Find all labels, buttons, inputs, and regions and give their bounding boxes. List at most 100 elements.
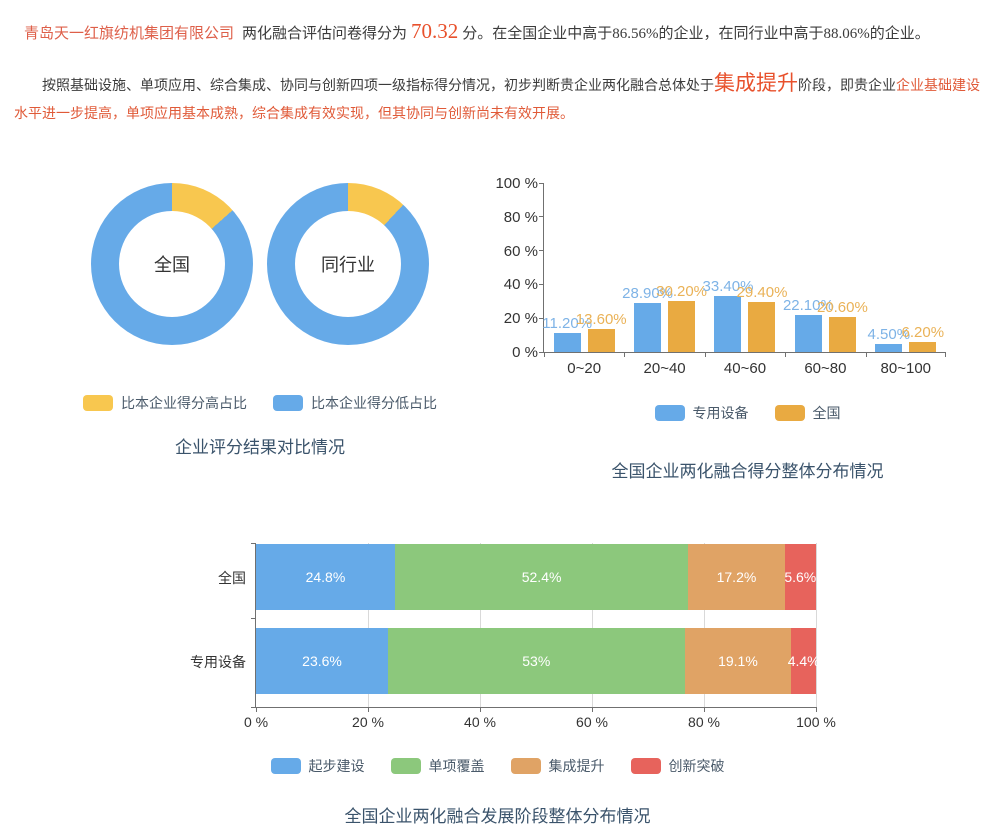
legend-item-special-equipment[interactable]: 专用设备	[654, 403, 749, 423]
legend-label: 比本企业得分高占比	[121, 395, 247, 411]
donut-chart-title: 企业评分结果对比情况	[175, 438, 345, 457]
segment-start-building[interactable]: 23.6%	[256, 628, 389, 694]
donut-center: 同行业	[295, 211, 401, 317]
x-axis-label: 80 %	[688, 714, 720, 730]
legend-label: 专用设备	[692, 405, 749, 421]
gridline	[816, 543, 817, 707]
legend-swatch	[774, 405, 805, 421]
x-axis-tick	[816, 707, 817, 712]
x-axis-label: 60 %	[576, 714, 608, 730]
segment-start-building[interactable]: 24.8%	[256, 544, 395, 610]
bar-legend: 专用设备 全国	[500, 403, 995, 423]
y-axis-tick	[539, 250, 544, 252]
bar-value-label: 28.90%	[622, 285, 674, 303]
legend-swatch	[654, 405, 685, 421]
segment-integration-upgrade[interactable]: 19.1%	[684, 628, 792, 694]
legend-item-start-building[interactable]: 起步建设	[270, 756, 365, 776]
x-category-label: 80~100	[880, 360, 932, 377]
category-axis-tick	[251, 543, 256, 544]
assessment-paragraph: 按照基础设施、单项应用、综合集成、协同与创新四项一级指标得分情况，初步判断贵企业…	[14, 69, 985, 129]
bar-special-equipment[interactable]: 28.90%	[622, 285, 673, 352]
bar-group-20-40: 28.90% 30.20% 20~40	[622, 183, 707, 377]
segment-single-coverage[interactable]: 53%	[388, 628, 685, 694]
score-bar-chart: 100 % 80 % 60 % 40 % 20 % 0 % 11.20% 13.60% 0~20…	[495, 175, 946, 377]
y-category-label: 专用设备	[190, 654, 246, 670]
segment-value-label: 19.1%	[718, 653, 758, 669]
bar-value-label: 29.40%	[736, 284, 788, 302]
legend-item-innovation-breakthrough[interactable]: 创新突破	[630, 756, 725, 776]
x-axis-tick	[785, 352, 787, 357]
legend-item-integration-upgrade[interactable]: 集成提升	[510, 756, 605, 776]
bar-national[interactable]: 20.60%	[817, 299, 868, 352]
x-axis-tick	[544, 352, 545, 357]
legend-label: 比本企业得分低占比	[311, 395, 437, 411]
score-tail: 分。在全国企业中高于86.56%的企业，在同行业中高于88.06%的企业。	[462, 26, 930, 42]
legend-swatch	[390, 758, 421, 774]
stage-tail: 企业基础建设水平进一步提高，单项应用基本成熟，综合集成有效实现，但其协同与创新尚…	[14, 79, 980, 122]
x-axis-label: 100 %	[796, 714, 836, 730]
score-value: 70.32	[411, 19, 459, 43]
x-axis-tick	[945, 352, 946, 357]
x-axis-tick	[624, 352, 626, 357]
gridline	[368, 543, 369, 707]
stack-chart-title: 全国企业两化融合发展阶段整体分布情况	[344, 807, 651, 826]
donut-center-label: 全国	[154, 255, 190, 275]
bar-national[interactable]: 13.60%	[576, 311, 627, 352]
segment-innovation-breakthrough[interactable]: 4.4%	[788, 628, 820, 694]
bar-special-equipment[interactable]: 11.20%	[542, 315, 592, 352]
intro-text-block: 青岛天一红旗纺机集团有限公司 两化融合评估问卷得分为 70.32 分。在全国企业中高于…	[0, 0, 995, 129]
bar-special-equipment[interactable]: 22.10%	[783, 297, 834, 352]
stage-mid: 阶段，即贵企业	[798, 79, 896, 94]
legend-label: 全国	[812, 405, 841, 421]
x-category-label: 0~20	[567, 360, 602, 377]
legend-swatch	[273, 395, 303, 411]
segment-innovation-breakthrough[interactable]: 5.6%	[784, 544, 816, 610]
legend-item-higher-share[interactable]: 比本企业得分高占比	[83, 393, 247, 413]
segment-value-label: 23.6%	[302, 653, 342, 669]
bar-value-label: 13.60%	[575, 311, 627, 329]
segment-single-coverage[interactable]: 52.4%	[394, 544, 689, 610]
donut-charts: 全国 同行业	[60, 183, 460, 345]
legend-label: 创新突破	[668, 758, 725, 774]
x-axis-label: 0 %	[243, 714, 269, 730]
category-axis-tick	[251, 618, 256, 619]
legend-item-single-coverage[interactable]: 单项覆盖	[390, 756, 485, 776]
bar-national[interactable]: 30.20%	[656, 283, 707, 352]
donut-legend: 比本企业得分高占比 比本企业得分低占比	[60, 393, 460, 413]
x-category-label: 40~60	[723, 360, 767, 377]
y-category-label: 全国	[218, 570, 246, 586]
segment-integration-upgrade[interactable]: 17.2%	[688, 544, 785, 610]
legend-swatch	[270, 758, 301, 774]
bar-value-label: 11.20%	[542, 315, 593, 333]
bar-special-equipment[interactable]: 33.40%	[703, 278, 753, 352]
y-axis-tick	[539, 216, 544, 218]
bar-value-label: 22.10%	[782, 296, 834, 314]
legend-swatch	[83, 395, 113, 411]
y-axis-label: 0 %	[512, 344, 538, 361]
bar-national[interactable]: 6.20%	[902, 324, 944, 352]
bar-special-equipment[interactable]: 4.50%	[868, 326, 910, 352]
y-axis-label: 20 %	[503, 310, 538, 328]
bar-value-label: 30.20%	[656, 282, 708, 300]
y-axis-tick	[539, 283, 544, 285]
segment-value-label: 53%	[522, 653, 551, 669]
legend-item-lower-share[interactable]: 比本企业得分低占比	[273, 393, 437, 413]
y-axis-label: 40 %	[503, 276, 538, 294]
gridline	[704, 543, 705, 707]
bar-group-40-60: 33.40% 29.40% 40~60	[703, 183, 788, 377]
donut-center: 全国	[119, 211, 225, 317]
legend-item-national[interactable]: 全国	[774, 403, 841, 423]
bar-national[interactable]: 29.40%	[737, 284, 787, 352]
legend-swatch	[630, 758, 661, 774]
segment-value-label: 52.4%	[521, 569, 562, 585]
stack-legend: 起步建设 单项覆盖 集成提升 创新突破	[0, 756, 995, 776]
segment-value-label: 24.8%	[305, 569, 346, 585]
x-axis-tick	[368, 707, 369, 712]
bar-group-60-80: 22.10% 20.60% 60~80	[783, 183, 868, 377]
x-category-label: 60~80	[804, 360, 847, 377]
bar-value-label: 33.40%	[702, 277, 754, 295]
donut-chart-national[interactable]: 全国	[91, 183, 253, 345]
donut-chart-industry[interactable]: 同行业	[267, 183, 429, 345]
x-axis-tick	[480, 707, 481, 712]
y-axis-label: 80 %	[503, 208, 538, 226]
